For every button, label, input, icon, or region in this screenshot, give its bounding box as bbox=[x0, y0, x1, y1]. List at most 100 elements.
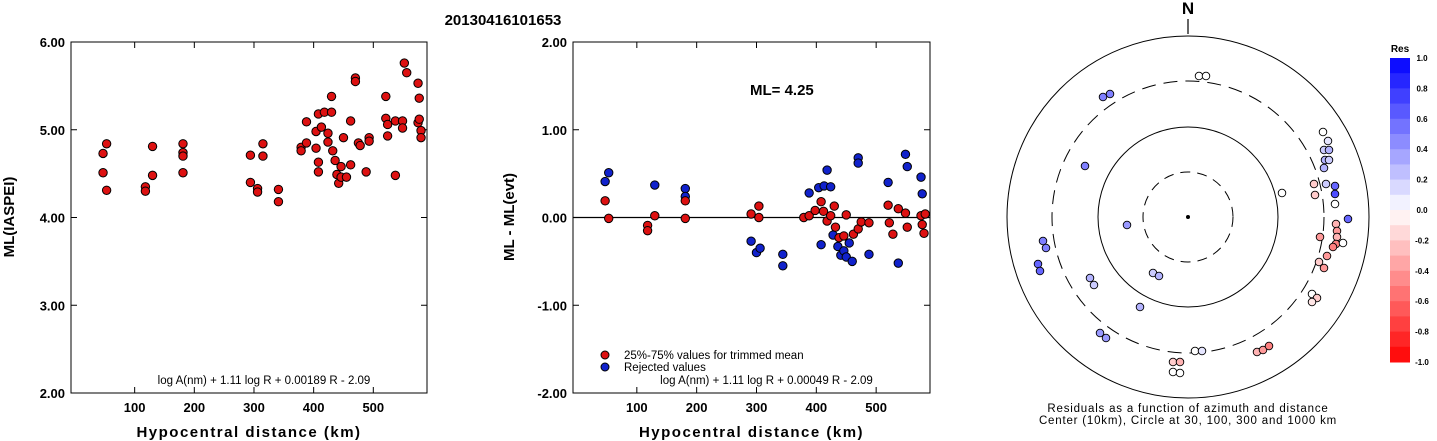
trimmed-point bbox=[900, 208, 911, 218]
residual-point bbox=[1095, 328, 1105, 338]
trimmed-point bbox=[680, 213, 690, 224]
legend-rejected-marker bbox=[600, 362, 610, 372]
residual-point bbox=[1330, 199, 1340, 209]
data-point bbox=[338, 132, 349, 143]
residual-point bbox=[1175, 368, 1185, 378]
data-point bbox=[355, 140, 365, 151]
residual-point bbox=[1085, 273, 1095, 283]
polar-panel: N Residuals as a function of azimuth and… bbox=[1006, 0, 1370, 427]
data-point bbox=[382, 131, 393, 141]
rejected-point bbox=[847, 256, 857, 267]
legend-trimmed-marker bbox=[600, 350, 610, 360]
left-points bbox=[98, 58, 426, 207]
rejected-point bbox=[604, 168, 614, 178]
residual-point bbox=[1168, 357, 1178, 367]
legend-swatch bbox=[1390, 58, 1410, 74]
data-point bbox=[326, 107, 337, 117]
residual-point bbox=[1154, 271, 1164, 281]
legend-tick: 0.6 bbox=[1416, 115, 1428, 124]
left-formula: log A(nm) + 1.11 log R + 0.00189 R - 2.0… bbox=[158, 375, 371, 387]
data-point bbox=[341, 172, 352, 182]
legend-swatch bbox=[1390, 331, 1410, 348]
legend-trimmed-label: 25%-75% values for trimmed mean bbox=[624, 350, 804, 362]
residual-point bbox=[1168, 367, 1178, 377]
rejected-point bbox=[893, 258, 903, 268]
legend-swatch bbox=[1390, 149, 1410, 165]
trimmed-point bbox=[864, 218, 874, 228]
rejected-point bbox=[864, 249, 874, 260]
trimmed-point bbox=[804, 211, 814, 221]
circle-30km bbox=[1142, 171, 1234, 263]
data-point bbox=[178, 168, 188, 178]
residual-point bbox=[1197, 346, 1207, 356]
y-tick-label: 6.00 bbox=[40, 35, 65, 50]
trimmed-point bbox=[600, 196, 610, 206]
residual-point bbox=[1089, 280, 1099, 290]
legend-swatch bbox=[1390, 134, 1410, 150]
residual-point bbox=[1314, 257, 1324, 267]
y-tick-label: 1.00 bbox=[542, 123, 567, 138]
middle-x-axis-label: Hypocentral distance (km) bbox=[639, 424, 864, 441]
residual-point bbox=[1328, 242, 1338, 252]
data-point bbox=[178, 139, 188, 149]
left-x-axis-label: Hypocentral distance (km) bbox=[136, 424, 361, 441]
residual-point bbox=[1101, 333, 1111, 343]
residual-point bbox=[1319, 263, 1329, 273]
residual-point bbox=[1319, 163, 1329, 173]
residual-point bbox=[1190, 346, 1200, 356]
residual-point bbox=[1315, 232, 1325, 242]
x-tick-label: 300 bbox=[243, 400, 265, 415]
legend-swatch bbox=[1390, 73, 1410, 89]
data-point bbox=[98, 168, 108, 178]
circle-300km bbox=[1051, 80, 1325, 354]
data-point bbox=[101, 139, 112, 149]
rejected-point bbox=[778, 261, 788, 271]
residual-point bbox=[1307, 297, 1317, 307]
left-plot-frame bbox=[70, 41, 428, 394]
data-point bbox=[258, 139, 268, 149]
rejected-point bbox=[600, 176, 610, 187]
data-point bbox=[147, 170, 158, 181]
trimmed-point bbox=[650, 211, 660, 221]
x-tick-label: 200 bbox=[183, 400, 205, 415]
rejected-point bbox=[778, 249, 788, 260]
rejected-point bbox=[917, 189, 927, 199]
rejected-point bbox=[746, 236, 756, 246]
legend-tick: 0.0 bbox=[1416, 206, 1428, 215]
residual-point bbox=[1323, 136, 1333, 146]
rejected-point bbox=[680, 183, 690, 194]
legend-tick: 1.0 bbox=[1416, 54, 1428, 63]
trimmed-point bbox=[902, 222, 912, 232]
trimmed-point bbox=[884, 218, 895, 228]
trimmed-point bbox=[810, 205, 820, 216]
middle-y-axis-label: ML - ML(evt) bbox=[501, 173, 518, 261]
polar-caption-line2: Center (10km), Circle at 30, 100, 300 an… bbox=[1039, 415, 1337, 427]
trimmed-point bbox=[839, 231, 849, 241]
legend-swatch bbox=[1390, 194, 1410, 211]
data-point bbox=[98, 148, 108, 159]
data-point bbox=[296, 146, 306, 156]
legend-tick-labels: 1.0 0.8 0.6 0.4 0.2 0.0 -0.2 -0.4 -0.6 -0.8 -1.0 bbox=[1415, 54, 1429, 367]
legend-swatch bbox=[1390, 346, 1410, 363]
rejected-point bbox=[853, 158, 863, 168]
circle-100km bbox=[1097, 126, 1279, 308]
trimmed-point bbox=[642, 225, 653, 236]
legend-tick: 0.4 bbox=[1416, 145, 1428, 154]
rejected-point bbox=[755, 243, 765, 253]
legend-swatch bbox=[1390, 164, 1410, 181]
data-point bbox=[323, 128, 333, 138]
rejected-point bbox=[844, 238, 854, 248]
data-point bbox=[178, 151, 188, 161]
y-tick-label: 3.00 bbox=[40, 298, 65, 313]
legend-swatch bbox=[1390, 286, 1410, 302]
ml-annotation: ML= 4.25 bbox=[750, 82, 814, 99]
rejected-point bbox=[804, 188, 814, 198]
data-point bbox=[402, 68, 412, 78]
residual-point bbox=[1322, 251, 1332, 261]
residual-point bbox=[1321, 179, 1331, 189]
data-point bbox=[252, 187, 263, 197]
rejected-point bbox=[816, 240, 826, 250]
y-tick-label: 5.00 bbox=[40, 123, 65, 138]
data-point bbox=[382, 119, 393, 130]
data-point bbox=[326, 91, 337, 102]
